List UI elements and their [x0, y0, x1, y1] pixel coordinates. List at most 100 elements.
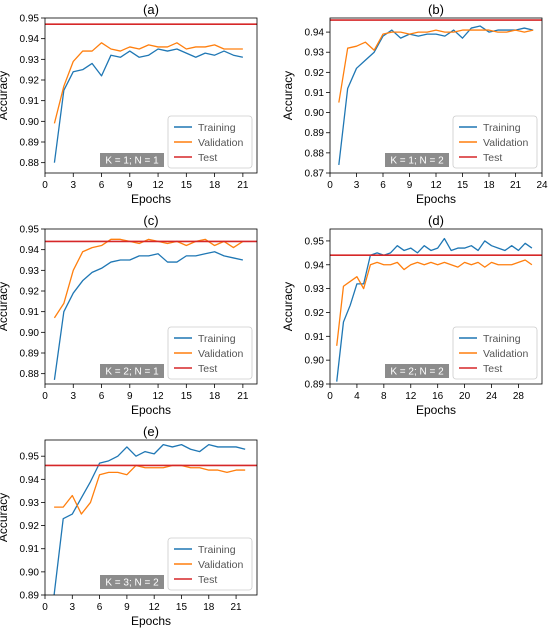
- y-tick-label: 0.95: [305, 236, 325, 247]
- series-training-line: [53, 443, 246, 595]
- x-tick-label: 21: [237, 391, 249, 402]
- kn-badge-label: K = 1; N = 2: [390, 156, 444, 167]
- y-axis-label: Accuracy: [0, 71, 10, 120]
- series-validation-line: [338, 29, 534, 103]
- kn-badge-label: K = 1; N = 1: [105, 156, 159, 167]
- kn-badge-label: K = 2; N = 2: [390, 367, 444, 378]
- y-tick-label: 0.89: [20, 591, 40, 602]
- y-tick-label: 0.95: [20, 225, 40, 236]
- y-tick-label: 0.90: [305, 108, 325, 119]
- kn-badge: [100, 575, 164, 589]
- y-tick-label: 0.92: [20, 521, 40, 532]
- axes-frame: [329, 228, 543, 385]
- x-tick-label: 9: [127, 391, 133, 402]
- chart-panel-3: (d) Epochs Accuracy 0 4 8 12 16 20 24 28 0.89 0.90 0.…: [281, 213, 543, 417]
- x-tick-label: 0: [42, 391, 48, 402]
- series-validation-line: [53, 238, 244, 319]
- x-tick-label: 0: [42, 180, 48, 191]
- y-tick-label: 0.91: [20, 96, 40, 107]
- axes-frame: [44, 17, 258, 174]
- legend-label: Training: [198, 333, 236, 345]
- y-tick-label: 0.93: [305, 48, 325, 59]
- x-axis-label: Epochs: [416, 192, 456, 206]
- series-validation-line: [53, 42, 243, 124]
- chart-panel-2: (c) Epochs Accuracy 0 3 6 9 12 15 18 21 0.88 0.89 0.9…: [0, 213, 258, 417]
- y-tick-label: 0.95: [20, 14, 40, 25]
- y-tick-label: 0.95: [20, 452, 40, 463]
- chart-title: (a): [143, 2, 159, 17]
- x-tick-label: 12: [153, 391, 165, 402]
- kn-badge: [385, 364, 449, 378]
- series-training-line: [338, 25, 534, 166]
- chart-panel-4: (e) Epochs Accuracy 0 3 6 9 12 15 18 21 0.89 0.90 0.9…: [0, 424, 258, 628]
- x-tick-label: 6: [99, 180, 105, 191]
- x-tick-label: 0: [42, 602, 48, 613]
- x-tick-label: 12: [405, 391, 417, 402]
- y-tick-label: 0.93: [20, 498, 40, 509]
- chart-title: (b): [428, 2, 444, 17]
- y-tick-label: 0.94: [20, 475, 40, 486]
- series-training-line: [53, 251, 244, 380]
- x-tick-label: 24: [536, 180, 548, 191]
- x-tick-label: 4: [354, 391, 360, 402]
- x-tick-label: 15: [181, 180, 193, 191]
- y-axis-label: Accuracy: [0, 493, 10, 542]
- x-tick-label: 20: [459, 391, 471, 402]
- legend: [167, 326, 253, 380]
- axes-frame: [44, 228, 258, 385]
- plot-area: [45, 238, 257, 380]
- y-tick-label: 0.91: [20, 307, 40, 318]
- x-tick-label: 8: [381, 391, 387, 402]
- series-training-line: [53, 48, 244, 163]
- x-tick-label: 18: [483, 180, 495, 191]
- x-tick-label: 3: [70, 180, 76, 191]
- series-validation-line: [336, 259, 533, 346]
- x-tick-label: 18: [209, 180, 221, 191]
- legend-label: Validation: [198, 559, 243, 571]
- kn-badge: [100, 153, 164, 167]
- legend: [452, 115, 538, 169]
- chart-panel-1: (b) Epochs Accuracy 0 3 6 9 12 15 18 21 24 0.87 0.88 0…: [281, 2, 548, 206]
- y-tick-label: 0.94: [20, 34, 40, 45]
- plot-area: [45, 23, 257, 163]
- y-tick-label: 0.89: [305, 128, 325, 139]
- x-tick-label: 21: [510, 180, 522, 191]
- legend: [167, 537, 253, 591]
- x-tick-label: 21: [231, 602, 243, 613]
- legend-label: Test: [198, 363, 217, 375]
- x-tick-label: 9: [407, 180, 413, 191]
- x-tick-label: 15: [457, 180, 469, 191]
- y-axis-label: Accuracy: [0, 282, 10, 331]
- x-axis-label: Epochs: [131, 192, 171, 206]
- legend-label: Training: [198, 544, 236, 556]
- legend-label: Training: [483, 122, 521, 134]
- x-tick-label: 24: [486, 391, 498, 402]
- x-tick-label: 3: [70, 391, 76, 402]
- x-axis-label: Epochs: [131, 614, 171, 628]
- legend: [167, 115, 253, 169]
- x-tick-label: 3: [354, 180, 360, 191]
- x-tick-label: 6: [99, 391, 105, 402]
- y-tick-label: 0.94: [305, 28, 325, 39]
- y-tick-label: 0.92: [305, 308, 325, 319]
- y-tick-label: 0.88: [20, 369, 40, 380]
- legend-label: Test: [483, 363, 502, 375]
- legend-label: Test: [198, 574, 217, 586]
- x-tick-label: 9: [127, 180, 133, 191]
- x-tick-label: 0: [327, 180, 333, 191]
- x-tick-label: 28: [513, 391, 525, 402]
- y-tick-label: 0.90: [20, 117, 40, 128]
- chart-panel-0: (a) Epochs Accuracy 0 3 6 9 12 15 18 21 0.88 0.89 0.9…: [0, 2, 258, 206]
- y-tick-label: 0.89: [305, 380, 325, 391]
- legend-label: Training: [483, 333, 521, 345]
- plot-area: [45, 443, 257, 595]
- x-tick-label: 15: [176, 602, 188, 613]
- axes-frame: [329, 17, 543, 174]
- x-axis-label: Epochs: [416, 403, 456, 417]
- y-tick-label: 0.93: [20, 266, 40, 277]
- x-tick-label: 12: [153, 180, 165, 191]
- y-tick-label: 0.93: [305, 284, 325, 295]
- plot-area: [330, 19, 542, 166]
- x-tick-label: 15: [181, 391, 193, 402]
- y-tick-label: 0.87: [305, 169, 325, 180]
